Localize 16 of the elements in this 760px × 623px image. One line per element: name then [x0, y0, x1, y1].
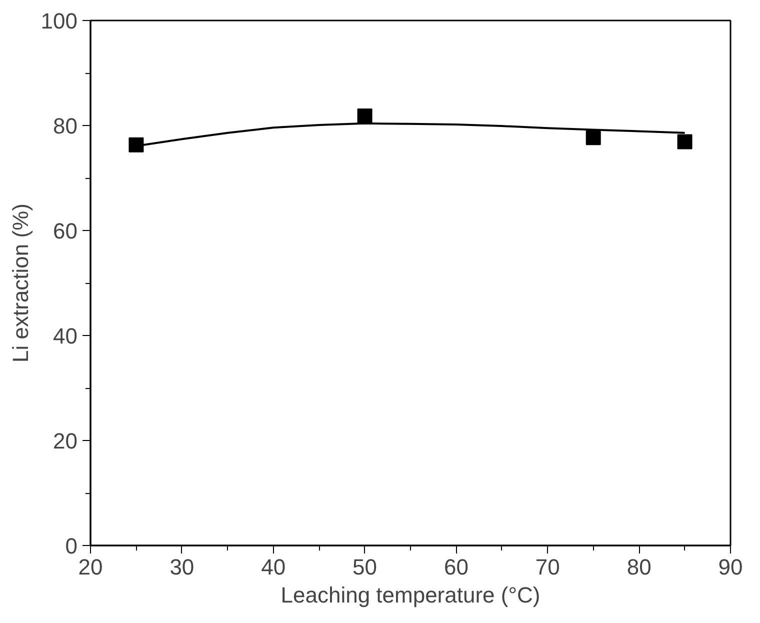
y-axis-title: Li extraction (%) — [8, 204, 33, 362]
x-tick-label: 40 — [261, 554, 286, 580]
y-tick-label: 80 — [53, 114, 78, 138]
y-tick-label: 60 — [53, 218, 78, 244]
y-tick-label: 20 — [53, 428, 78, 454]
x-tick-label: 80 — [626, 554, 652, 580]
x-tick-label: 50 — [352, 554, 378, 580]
x-axis-title: Leaching temperature (°C) — [280, 582, 540, 608]
x-tick-label: 70 — [535, 554, 560, 580]
x-tick-label: 90 — [718, 554, 743, 580]
y-tick-label: 100 — [40, 8, 78, 34]
x-tick-label: 20 — [78, 554, 103, 580]
y-tick-label: 40 — [53, 324, 78, 348]
x-tick-label: 30 — [170, 554, 194, 580]
x-tick-label: 60 — [444, 554, 468, 580]
y-tick-label: 0 — [65, 534, 78, 558]
